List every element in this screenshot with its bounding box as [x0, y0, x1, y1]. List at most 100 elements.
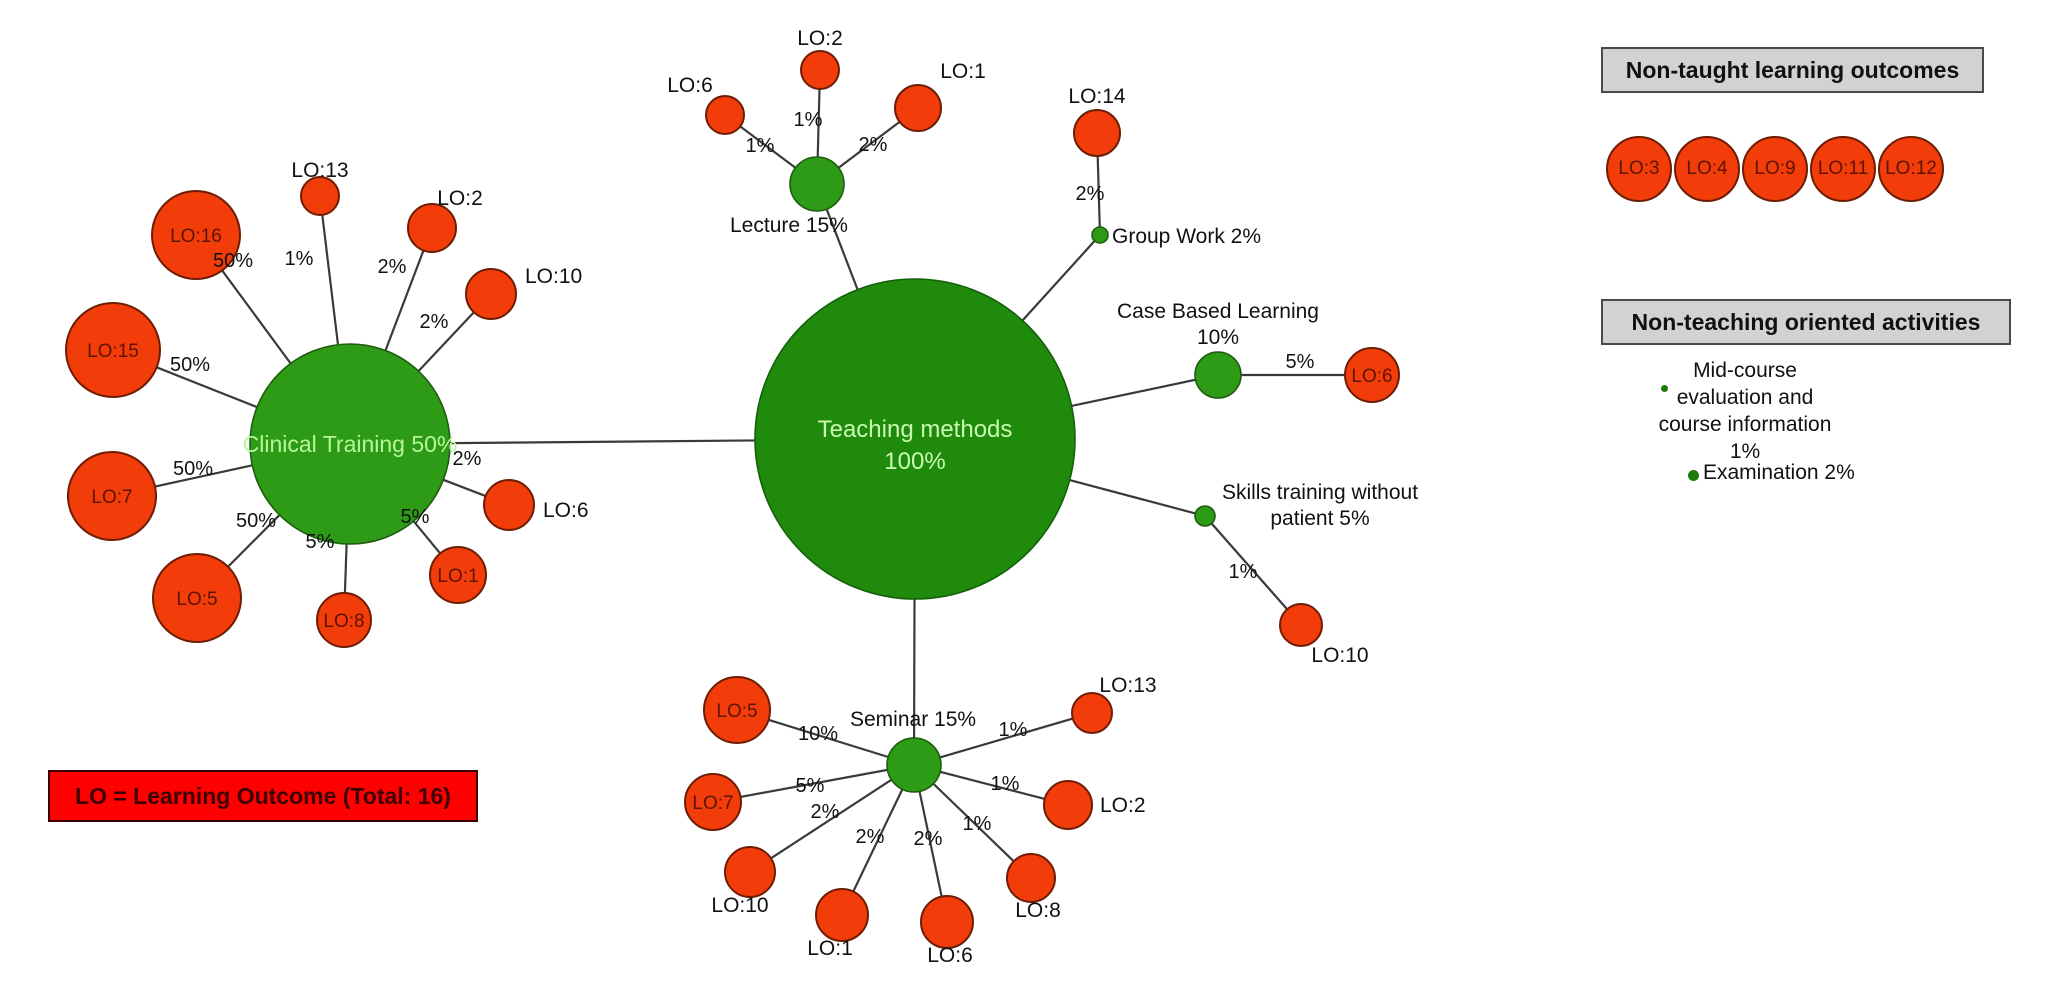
legend-lo-chip[interactable]: LO:11	[1810, 136, 1876, 202]
node-label-lecture: Lecture 15%	[730, 214, 848, 237]
lo-label-clinical-training-1: LO:13	[291, 159, 348, 182]
edge-layer	[154, 88, 1345, 897]
node-lo-seminar-0[interactable]	[703, 676, 771, 744]
lo-label-seminar-4: LO:10	[711, 894, 768, 917]
lo-label-clinical-training-5: LO:6	[543, 499, 589, 522]
node-label-teaching-methods-percent: 100%	[884, 448, 945, 475]
legend-lo-chip[interactable]: LO:12	[1878, 136, 1944, 202]
edge-seminar-5	[932, 782, 1015, 863]
node-lo-case-based-learning-0[interactable]	[1344, 347, 1400, 403]
edge-root-case-based-learning	[1071, 378, 1196, 408]
node-lo-skills-training-0[interactable]	[1279, 603, 1323, 647]
legend-activity-label-line: Mid-course	[1693, 359, 1797, 382]
lo-label-seminar-1: LO:13	[1099, 674, 1156, 697]
edge-clinical-training-2	[384, 250, 425, 351]
legend-non-taught-title: Non-taught learning outcomes	[1625, 56, 1960, 83]
node-lo-seminar-2[interactable]	[684, 773, 742, 831]
node-lo-clinical-training-3[interactable]	[465, 268, 517, 320]
edge-percent-clinical-training-9: 5%	[306, 531, 335, 553]
edge-root-lecture	[825, 208, 859, 291]
node-label-clinical-training: Clinical Training 50%	[243, 431, 458, 457]
edge-clinical-training-9	[343, 543, 348, 594]
legend-non-taught-header: Non-taught learning outcomes	[1601, 47, 1984, 93]
node-skills-training[interactable]	[1194, 505, 1216, 527]
lo-label-clinical-training-3: LO:10	[525, 265, 582, 288]
node-label-case-based-learning-line1: Case Based Learning	[1117, 300, 1319, 323]
edge-percent-clinical-training-4: 50%	[170, 354, 210, 376]
lo-label-group-work-0: LO:14	[1068, 85, 1126, 108]
lo-label-lecture-0: LO:6	[667, 74, 713, 97]
node-label-group-work: Group Work 2%	[1112, 225, 1261, 248]
node-seminar[interactable]	[886, 737, 942, 793]
label-layer: Teaching methods 100% Clinical Training 50…	[87, 27, 1418, 967]
edge-seminar-2	[740, 768, 888, 799]
lo-label-seminar-6: LO:1	[807, 937, 853, 960]
legend-activity-dot	[1661, 385, 1668, 392]
lo-label-seminar-5: LO:8	[1015, 899, 1061, 922]
legend-lo-chip[interactable]: LO:4	[1674, 136, 1740, 202]
node-label-skills-training-line2: patient 5%	[1270, 507, 1369, 530]
legend-activity-label-line: evaluation and	[1676, 386, 1814, 409]
edge-clinical-training-1	[321, 214, 340, 345]
lo-label-seminar-7: LO:6	[927, 944, 973, 967]
edge-root-group-work	[1021, 240, 1096, 322]
node-lo-seminar-6[interactable]	[815, 888, 869, 942]
node-lo-seminar-1[interactable]	[1071, 692, 1113, 734]
edge-root-skills-training	[1069, 478, 1196, 515]
node-lecture[interactable]	[789, 156, 845, 212]
edge-seminar-7	[918, 791, 943, 897]
edge-clinical-training-8	[227, 514, 281, 568]
node-lo-lecture-2[interactable]	[894, 84, 942, 132]
legend-activity-label: Examination 2%	[1703, 459, 1943, 486]
node-lo-clinical-training-5[interactable]	[483, 479, 535, 531]
node-lo-clinical-training-8[interactable]	[152, 553, 242, 643]
node-lo-seminar-3[interactable]	[1043, 780, 1093, 830]
edge-percent-seminar-2: 5%	[796, 775, 825, 797]
node-lo-clinical-training-2[interactable]	[407, 203, 457, 253]
lo-label-seminar-2: LO:7	[692, 793, 733, 814]
node-lo-clinical-training-7[interactable]	[429, 546, 487, 604]
node-lo-lecture-1[interactable]	[800, 50, 840, 90]
node-lo-clinical-training-9[interactable]	[316, 592, 372, 648]
lo-label-seminar-3: LO:2	[1100, 794, 1146, 817]
node-lo-lecture-0[interactable]	[705, 95, 745, 135]
edge-clinical-training-4	[156, 366, 258, 409]
edge-percent-clinical-training-1: 1%	[285, 248, 314, 270]
edge-lecture-1	[816, 88, 821, 158]
node-label-teaching-methods-line1: Teaching methods	[818, 416, 1013, 443]
legend-lo-chip[interactable]: LO:3	[1606, 136, 1672, 202]
edge-percent-lecture-1: 1%	[794, 109, 823, 131]
edge-percent-clinical-training-5: 2%	[453, 448, 482, 470]
node-lo-clinical-training-0[interactable]	[151, 190, 241, 280]
node-lo-clinical-training-6[interactable]	[67, 451, 157, 541]
lo-label-clinical-training-0: LO:16	[170, 226, 222, 247]
node-group-work[interactable]	[1091, 226, 1109, 244]
legend-lo-chip[interactable]: LO:9	[1742, 136, 1808, 202]
node-label-case-based-learning-line2: 10%	[1197, 326, 1239, 349]
node-teaching-methods[interactable]	[754, 278, 1076, 600]
edge-seminar-3	[939, 770, 1046, 801]
node-lo-seminar-7[interactable]	[920, 895, 974, 949]
node-clinical-training[interactable]	[249, 343, 451, 545]
legend-activity-label-line: course information	[1658, 413, 1832, 436]
lo-label-clinical-training-4: LO:15	[87, 341, 139, 362]
node-lo-seminar-5[interactable]	[1006, 853, 1056, 903]
legend-activity-label-line: Examination 2%	[1703, 461, 1855, 484]
legend-non-teaching-title: Non-teaching oriented activities	[1631, 308, 1981, 335]
lo-label-clinical-training-8: LO:5	[176, 589, 217, 610]
edge-clinical-training-0	[221, 269, 292, 365]
edge-percent-lecture-0: 1%	[746, 135, 775, 157]
lo-label-skills-training-0: LO:10	[1311, 644, 1368, 667]
node-case-based-learning[interactable]	[1194, 351, 1242, 399]
node-lo-clinical-training-1[interactable]	[300, 176, 340, 216]
edge-percent-seminar-0: 10%	[798, 723, 838, 745]
edge-percent-lecture-2: 2%	[859, 134, 888, 156]
edge-root-clinical-training	[449, 439, 756, 445]
node-lo-clinical-training-4[interactable]	[65, 302, 161, 398]
edge-skills-training-0	[1210, 522, 1288, 610]
key-legend-text: LO = Learning Outcome (Total: 16)	[75, 782, 451, 809]
node-lo-seminar-4[interactable]	[724, 846, 776, 898]
node-lo-group-work-0[interactable]	[1073, 109, 1121, 157]
edge-seminar-4	[770, 778, 892, 860]
